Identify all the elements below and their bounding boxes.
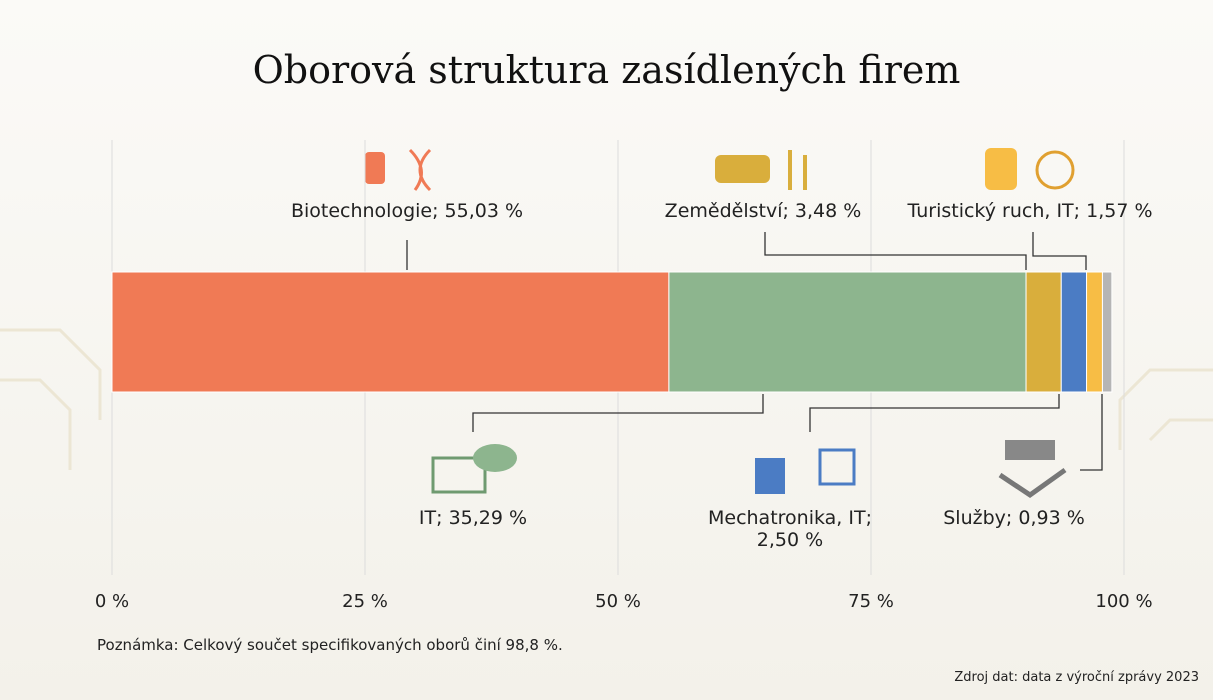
leader-line: [765, 232, 1026, 270]
bar-segment: [1026, 272, 1061, 392]
note: Poznámka: Celkový součet specifikovaných…: [97, 636, 563, 654]
data-label: IT; 35,29 %: [419, 507, 527, 529]
leader-line: [1033, 232, 1086, 270]
leader-line: [810, 394, 1059, 432]
x-tick-label: 25 %: [342, 591, 388, 612]
x-tick-label: 100 %: [1095, 591, 1152, 612]
data-label: Mechatronika, IT; 2,50 %: [698, 507, 883, 551]
bar-segment: [1087, 272, 1103, 392]
bar-segment: [1102, 272, 1111, 392]
data-label: Biotechnologie; 55,03 %: [291, 200, 523, 222]
source: Zdroj dat: data z výroční zprávy 2023: [954, 670, 1199, 685]
data-label: Zemědělství; 3,48 %: [665, 200, 862, 222]
x-tick-label: 75 %: [848, 591, 894, 612]
bar-segment: [112, 272, 669, 392]
x-tick-label: 50 %: [595, 591, 641, 612]
page: 0 % 25 % 50 % 75 % 100 % Oborová struktura z…: [0, 0, 1213, 700]
data-label: Turistický ruch, IT; 1,57 %: [907, 200, 1152, 222]
x-tick-label: 0 %: [95, 591, 129, 612]
chart-title: Oborová struktura zasídlených firem: [0, 48, 1213, 92]
chart: 0 % 25 % 50 % 75 % 100 %: [0, 0, 1213, 700]
data-label: Služby; 0,93 %: [943, 507, 1085, 529]
leader-line: [1080, 394, 1102, 470]
bar-segment: [1061, 272, 1086, 392]
bar-segment: [669, 272, 1026, 392]
